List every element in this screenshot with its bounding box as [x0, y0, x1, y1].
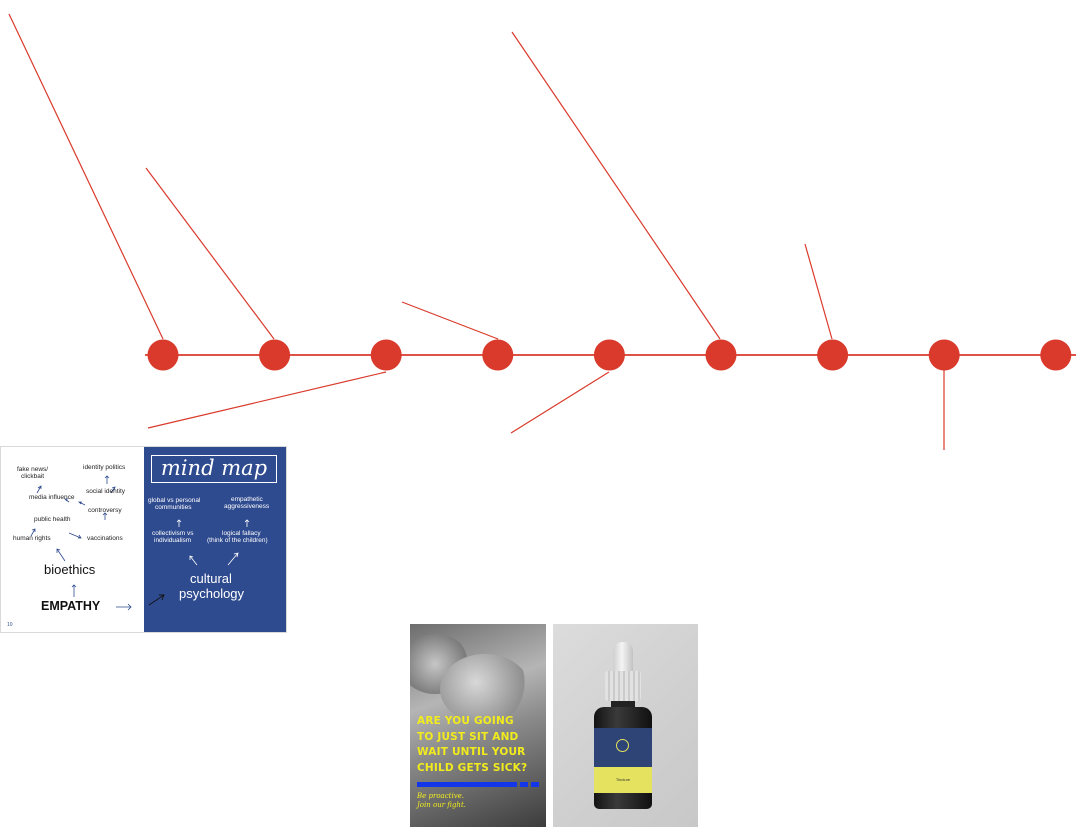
timeline-node [705, 339, 737, 371]
poster-headline: ARE YOU GOING TO JUST SIT AND WAIT UNTIL… [417, 714, 541, 776]
node-empathy: EMPATHY [41, 599, 101, 613]
connector-line [804, 243, 833, 340]
node-logical-fallacy: logical fallacy [222, 530, 261, 537]
node-cultural: cultural [190, 571, 232, 586]
mind-map-title: mind map [151, 455, 277, 483]
connector-line [8, 13, 164, 340]
page-number: 10 [7, 622, 13, 628]
node-communities: communities [155, 504, 192, 511]
node-identity-politics: identity politics [83, 464, 126, 471]
poster-accent-bar [531, 782, 539, 787]
node-individualism: individualism [154, 537, 192, 544]
poster-headline-line: WAIT UNTIL YOUR [417, 746, 526, 758]
poster-subline-line: Be proactive. [417, 792, 465, 800]
mind-map-arrows [30, 475, 132, 611]
node-public-health: public health [34, 516, 71, 523]
arrow-icon [78, 501, 86, 506]
node-psychology: psychology [179, 586, 245, 601]
arrow-icon [64, 498, 70, 503]
poster-subline-line: Join our fight. [417, 801, 466, 809]
timeline-node [1040, 339, 1072, 371]
poster-accent-bar [520, 782, 528, 787]
timeline-node [817, 339, 849, 371]
arrow-icon [30, 528, 36, 537]
arrow-icon [68, 532, 82, 539]
node-vaccinations: vaccinations [87, 535, 123, 542]
mind-map-slide: fake news/ clickbait identity politics m… [0, 446, 287, 633]
node-global-personal: global vs personal [148, 497, 201, 504]
timeline-node [482, 339, 514, 371]
arrow-icon [189, 555, 198, 566]
connector-line [145, 167, 275, 340]
tincture-bottle-image: Tincture [553, 624, 698, 827]
arrow-icon [244, 519, 250, 527]
connector-line [147, 371, 387, 429]
timeline-node [259, 339, 291, 371]
dropper-cap [605, 671, 641, 701]
poster-subline: Be proactive. Join our fight. [417, 792, 537, 810]
mind-map-right-panel: mind map global vs personal communities … [144, 447, 286, 632]
connector-line [511, 31, 721, 340]
poster-headline-line: TO JUST SIT AND [417, 730, 519, 743]
bottle-logo-icon [616, 739, 629, 752]
node-think-children: (think of the children) [207, 537, 268, 544]
node-empathetic: empathetic [231, 496, 263, 503]
poster-headline-line: ARE YOU GOING [417, 715, 514, 727]
node-social-identity: social identity [86, 488, 126, 495]
arrow-icon [36, 485, 42, 494]
anti-vaccine-poster: ARE YOU GOING TO JUST SIT AND WAIT UNTIL… [410, 624, 546, 827]
node-aggressiveness: aggressiveness [224, 503, 270, 510]
bottle-label-text: Tincture [594, 767, 652, 793]
mind-map-arrows-right [148, 519, 250, 606]
node-media-influence: media influence [29, 494, 75, 501]
timeline-node [147, 339, 179, 371]
poster-accent-bar [417, 782, 517, 787]
node-bioethics: bioethics [44, 562, 96, 577]
node-clickbait: clickbait [21, 473, 45, 480]
arrow-icon [102, 512, 108, 520]
bottle-neck [611, 701, 635, 707]
node-human-rights: human rights [13, 535, 51, 542]
arrow-icon [56, 548, 66, 562]
node-controversy: controversy [88, 507, 122, 514]
timeline-node [928, 339, 960, 371]
mind-map-left-panel: fake news/ clickbait identity politics m… [1, 447, 144, 632]
connector-line [510, 371, 610, 434]
poster-photo-shape [440, 654, 530, 724]
timeline-node [593, 339, 625, 371]
node-fake-news: fake news/ [17, 466, 49, 473]
timeline-node [370, 339, 402, 371]
arrow-icon [71, 584, 77, 597]
dropper-bulb [613, 642, 633, 674]
arrow-icon [148, 594, 165, 606]
poster-headline-line: CHILD GETS SICK? [417, 761, 528, 774]
connector-line [401, 301, 499, 340]
arrow-icon [104, 475, 110, 484]
arrow-icon [227, 552, 239, 566]
node-collectivism: collectivism vs [152, 530, 194, 537]
arrow-icon [176, 519, 182, 527]
arrow-icon [110, 486, 116, 494]
arrow-icon [116, 603, 132, 611]
